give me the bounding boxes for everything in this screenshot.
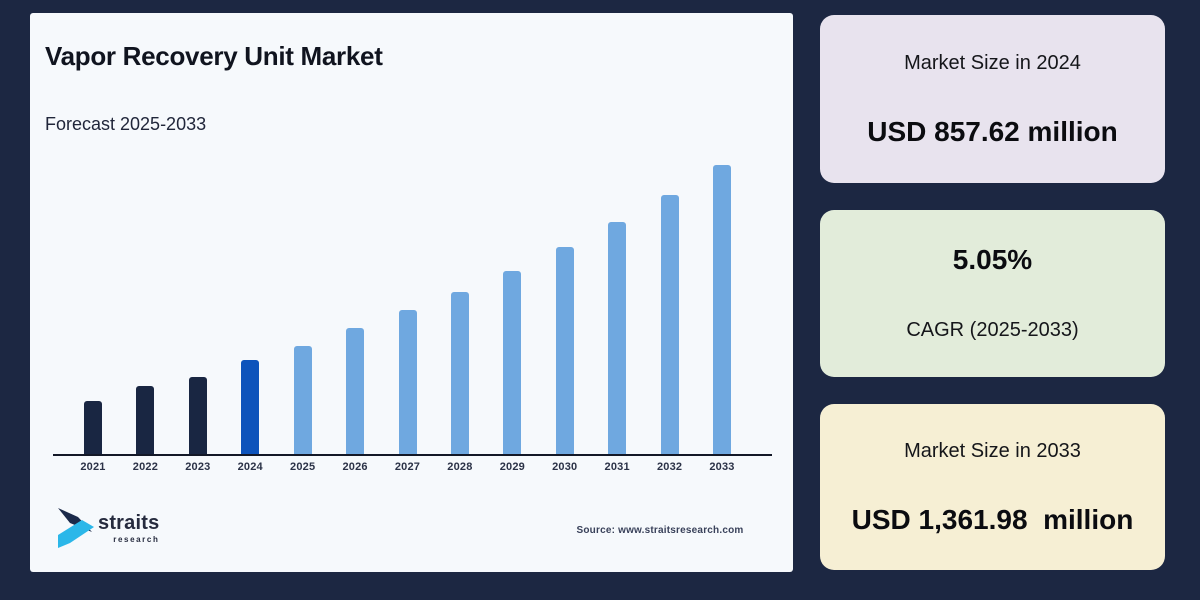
bar-2024	[241, 360, 260, 454]
bar-2031	[608, 222, 627, 454]
bar-chart: 2021 2022 2023 2024 2025 2026 2027 2028 2029 2030…	[30, 13, 793, 572]
logo-wordmark: straits research	[98, 512, 160, 545]
x-tick-2029: 2029	[499, 461, 525, 473]
x-tick-2026: 2026	[342, 461, 368, 473]
stat-value: USD 857.62 million	[867, 115, 1118, 147]
stat-card-market-size-2033: Market Size in 2033 USD 1,361.98 million	[820, 404, 1165, 570]
bar-2029	[503, 271, 522, 454]
x-tick-2023: 2023	[185, 461, 211, 473]
bar-2030	[555, 247, 574, 454]
x-tick-2032: 2032	[656, 461, 683, 473]
chart-subtitle: Forecast 2025-2033	[45, 114, 207, 134]
source-text: Source: www.straitsresearch.com	[576, 525, 744, 536]
logo-arrow-icon	[58, 508, 94, 548]
bar-2026	[346, 328, 365, 454]
x-axis-line	[53, 454, 772, 456]
stat-value: 5.05%	[952, 244, 1033, 276]
bar-2022	[136, 386, 155, 454]
logo-text-research: research	[113, 535, 160, 544]
chart-panel: Vapor Recovery Unit Market Forecast 2025…	[30, 13, 793, 572]
stat-label: Market Size in 2033	[904, 439, 1081, 462]
bar-2021	[84, 401, 102, 454]
stat-card-cagr: 5.05% CAGR (2025-2033)	[820, 210, 1165, 377]
bar-2025	[293, 346, 312, 454]
stat-card-market-size-2024: Market Size in 2024 USD 857.62 million	[820, 15, 1165, 183]
bar-2033	[713, 165, 731, 454]
bar-2023	[188, 377, 207, 454]
bar-2032	[660, 195, 679, 454]
x-tick-2030: 2030	[552, 461, 578, 473]
stat-value: USD 1,361.98 million	[851, 503, 1134, 535]
bar-2028	[450, 292, 469, 454]
straits-research-logo: straits research	[56, 507, 159, 549]
x-tick-2031: 2031	[604, 461, 630, 473]
x-tick-2024: 2024	[237, 461, 263, 473]
bar-2027	[398, 310, 417, 454]
x-tick-2028: 2028	[447, 461, 473, 473]
logo-text-straits: straits	[98, 512, 160, 534]
stat-label: CAGR (2025-2033)	[906, 318, 1079, 341]
stat-label: Market Size in 2024	[904, 51, 1081, 74]
x-tick-2025: 2025	[290, 461, 316, 473]
x-tick-2021: 2021	[80, 461, 106, 473]
x-tick-2027: 2027	[394, 461, 421, 473]
x-tick-2022: 2022	[132, 461, 159, 473]
page-title: Vapor Recovery Unit Market	[45, 41, 383, 71]
x-tick-2033: 2033	[709, 461, 735, 473]
